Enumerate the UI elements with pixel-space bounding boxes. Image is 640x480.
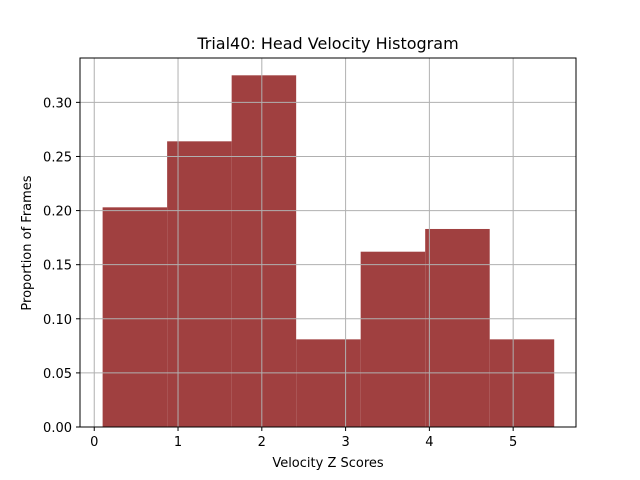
x-tick-label: 4 [425, 435, 433, 450]
x-tick-label: 3 [341, 435, 349, 450]
y-tick-label: 0.20 [43, 205, 72, 220]
x-tick-label: 5 [509, 435, 517, 450]
y-tick-label: 0.10 [43, 313, 72, 328]
y-tick-label: 0.00 [43, 421, 72, 436]
x-tick-label: 2 [258, 435, 266, 450]
histogram-bar [167, 141, 232, 428]
y-axis-label: Proportion of Frames [20, 175, 35, 310]
y-tick-label: 0.15 [43, 259, 72, 274]
x-tick-label: 1 [174, 435, 182, 450]
x-tick-label: 0 [90, 435, 98, 450]
histogram-bar [360, 251, 426, 427]
plot-frame [79, 57, 577, 428]
y-tick-label: 0.25 [43, 150, 72, 165]
y-tick-label: 0.05 [43, 367, 72, 382]
histogram-bar [102, 207, 168, 427]
bars-layer [102, 75, 555, 428]
histogram-bar [489, 339, 555, 427]
histogram-bar [425, 228, 490, 427]
histogram-bar [296, 339, 361, 427]
y-tick-label: 0.30 [43, 96, 72, 111]
x-axis-label: Velocity Z Scores [272, 456, 384, 471]
chart-title: Trial40: Head Velocity Histogram [196, 34, 458, 53]
histogram-bar [231, 75, 297, 427]
